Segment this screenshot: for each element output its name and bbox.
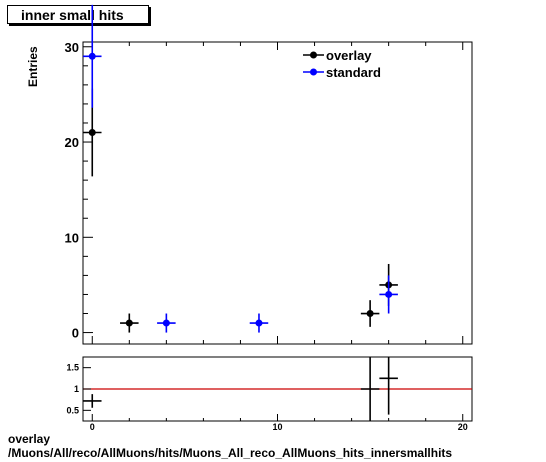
main-frame-rect: [82, 41, 473, 345]
histogram-title: inner small hits: [7, 5, 149, 24]
footer-path: /Muons/All/reco/AllMuons/hits/Muons_All_…: [8, 446, 453, 460]
ratio-frame: [82, 356, 473, 422]
y-tick-label: 0: [72, 326, 79, 341]
standard-point: [255, 319, 263, 327]
legend-label-overlay: overlay: [326, 48, 372, 63]
overlay-point: [366, 310, 374, 318]
y-tick-label: 10: [65, 230, 79, 245]
ratio-x-tick-label: 0: [90, 422, 95, 432]
standard-point: [385, 290, 393, 298]
legend: overlay standard: [303, 48, 381, 80]
main-data-points: [83, 4, 398, 333]
ratio-x-tick-label: 10: [272, 422, 282, 432]
overlay-point: [125, 319, 133, 327]
main-frame: [82, 41, 473, 345]
ratio-data-points: [83, 357, 398, 421]
legend-marker-standard: [310, 68, 317, 76]
y-tick-label: 20: [65, 135, 79, 150]
ratio-axis-ticks: 0.5 1 1.5 0 10 20: [66, 363, 467, 432]
ratio-y-tick-label: 0.5: [66, 405, 79, 415]
y-tick-label: 30: [65, 40, 79, 55]
ratio-y-tick-label: 1.5: [66, 363, 79, 373]
footer-label: overlay: [8, 432, 51, 446]
standard-point: [88, 52, 96, 60]
ratio-y-tick-label: 1: [74, 384, 79, 394]
ratio-x-tick-label: 20: [458, 422, 468, 432]
overlay-point: [88, 129, 96, 137]
y-axis-label: Entries: [26, 46, 40, 87]
main-axis-ticks: 0 10 20 30: [65, 40, 464, 344]
standard-point: [162, 319, 170, 327]
legend-marker-overlay: [310, 51, 317, 59]
legend-label-standard: standard: [326, 65, 381, 80]
